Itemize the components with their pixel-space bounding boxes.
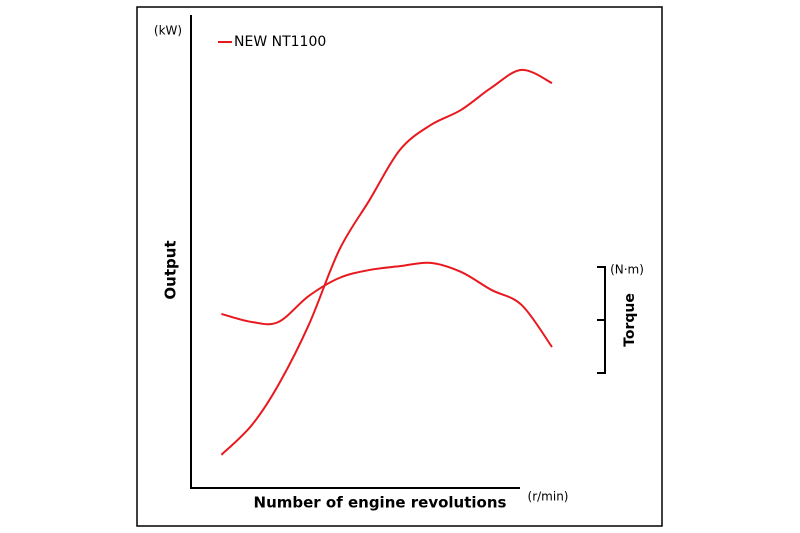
frame bbox=[136, 6, 663, 527]
y-unit: (kW) bbox=[154, 24, 182, 38]
legend-label: NEW NT1100 bbox=[234, 34, 326, 50]
series-line bbox=[220, 68, 553, 456]
y2-label: Torque bbox=[622, 293, 638, 347]
torque-bracket bbox=[597, 266, 606, 374]
series-line bbox=[221, 261, 553, 348]
x-unit: (r/min) bbox=[528, 490, 569, 504]
y-label: Output bbox=[162, 240, 180, 299]
x-label: Number of engine revolutions bbox=[254, 494, 507, 512]
y2-unit: (N·m) bbox=[610, 263, 644, 277]
